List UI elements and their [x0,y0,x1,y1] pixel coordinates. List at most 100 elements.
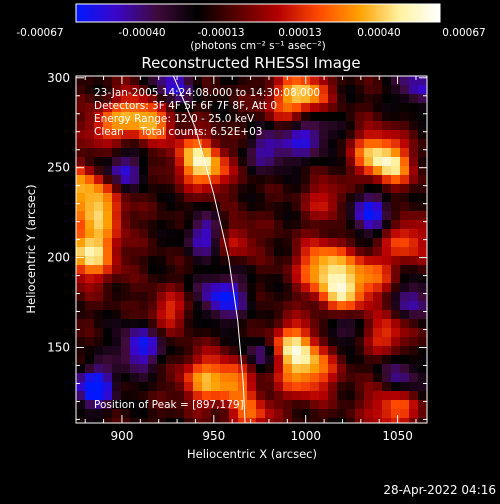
heatmap-cell [211,373,221,383]
heatmap-cell [130,175,140,185]
colorbar-tick-label: 0.00067 [442,27,485,39]
heatmap-cell [337,364,347,374]
heatmap-cell [283,85,293,95]
heatmap-cell [202,391,212,401]
heatmap-cell [103,364,113,374]
heatmap-cell [148,193,158,203]
heatmap-cell [76,364,86,374]
heatmap-cell [265,220,275,230]
heatmap-cell [229,121,239,131]
heatmap-cell [220,85,230,95]
heatmap-cell [265,346,275,356]
heatmap-cell [247,238,257,248]
heatmap-cell [211,364,221,374]
heatmap-cell [184,103,194,113]
heatmap-cell [121,292,131,302]
heatmap-cell [337,148,347,158]
heatmap-cell [328,409,338,419]
heatmap-cell [157,400,167,410]
heatmap-cell [103,175,113,185]
heatmap-cell [112,274,122,284]
heatmap-cell [76,148,86,158]
heatmap-cell [193,211,203,221]
heatmap-cell [409,175,419,185]
heatmap-cell [418,301,427,311]
heatmap-cell [130,157,140,167]
heatmap-cell [112,337,122,347]
heatmap-cell [328,130,338,140]
heatmap-cell [319,301,329,311]
heatmap-cell [310,310,320,320]
heatmap-cell [364,400,374,410]
heatmap-cell [157,238,167,248]
heatmap-cell [292,283,302,293]
heatmap-cell [400,112,410,122]
heatmap-cell [193,346,203,356]
heatmap-cell [238,364,248,374]
x-tick-label: 1050 [382,429,413,443]
heatmap-cell [238,76,248,86]
heatmap-cell [400,184,410,194]
heatmap-cell [346,409,356,419]
heatmap-cell [76,175,86,185]
heatmap-cell [391,130,401,140]
heatmap-cell [373,283,383,293]
heatmap-cell [283,337,293,347]
heatmap-cell [112,418,122,423]
heatmap-cell [319,346,329,356]
heatmap-cell [364,247,374,257]
heatmap-cell [310,382,320,392]
heatmap-cell [382,193,392,203]
heatmap-cell [301,310,311,320]
heatmap-cell [256,274,266,284]
heatmap-cell [301,247,311,257]
heatmap-cell [346,418,356,423]
heatmap-cell [247,211,257,221]
heatmap-cell [121,184,131,194]
x-tick-label: 900 [110,429,133,443]
x-tick-label: 1000 [290,429,321,443]
heatmap-cell [337,229,347,239]
heatmap-cell [391,184,401,194]
heatmap-cell [175,409,185,419]
heatmap-cell [121,238,131,248]
heatmap-cell [301,337,311,347]
heatmap-cell [157,265,167,275]
heatmap-cell [166,418,176,423]
heatmap-cell [364,130,374,140]
heatmap-cell [301,112,311,122]
heatmap-cell [355,184,365,194]
heatmap-cell [355,382,365,392]
heatmap-cell [220,76,230,86]
heatmap-cell [328,319,338,329]
heatmap-cell [418,373,427,383]
heatmap-cell [247,247,257,257]
heatmap-cell [211,112,221,122]
heatmap-cell [112,400,122,410]
heatmap-cell [76,157,86,167]
heatmap-cell [121,148,131,158]
heatmap-cell [382,238,392,248]
heatmap-cell [337,157,347,167]
heatmap-cell [283,400,293,410]
heatmap-cell [193,310,203,320]
heatmap-cell [418,85,427,95]
heatmap-cell [94,229,104,239]
heatmap-cell [94,220,104,230]
heatmap-cell [373,409,383,419]
heatmap-cell [202,310,212,320]
heatmap-cell [193,247,203,257]
heatmap-cell [139,256,149,266]
heatmap-cell [139,202,149,212]
heatmap-cell [112,103,122,113]
heatmap-cell [256,175,266,185]
heatmap-cell [256,409,266,419]
heatmap-cell [148,391,158,401]
heatmap-cell [418,256,427,266]
heatmap-cell [139,265,149,275]
heatmap-cell [103,202,113,212]
heatmap-cell [346,310,356,320]
heatmap-cell [373,346,383,356]
heatmap-cell [274,139,284,149]
heatmap-cell [238,346,248,356]
